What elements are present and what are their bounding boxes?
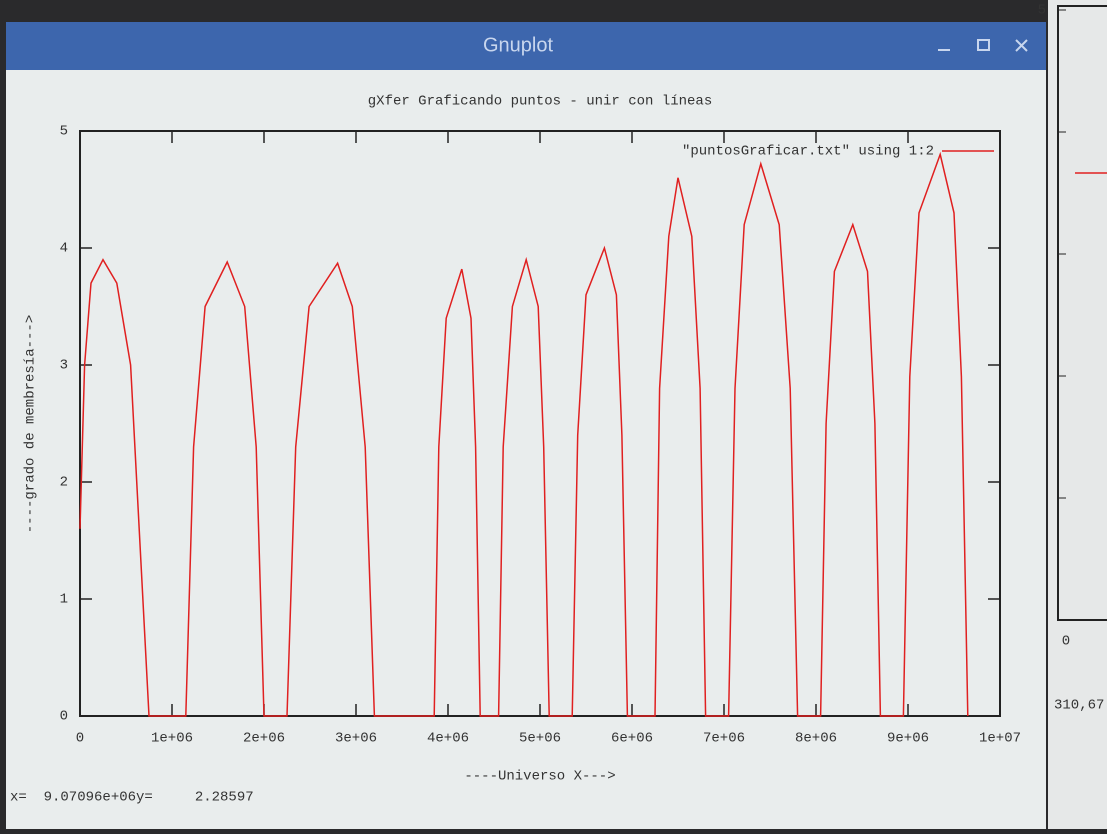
- x-tick-label: 8e+06: [795, 731, 837, 747]
- x-tick-label: 3e+06: [335, 731, 377, 747]
- data-line: [79, 151, 969, 717]
- x-tick-label: 5e+06: [519, 731, 561, 747]
- maximize-button[interactable]: [977, 39, 990, 51]
- status-bar: x= 9.07096e+06y= 2.28597: [10, 790, 254, 806]
- chart-title: gXfer Graficando puntos - unir con línea…: [368, 94, 712, 110]
- legend-label: "puntosGraficar.txt" using 1:2: [682, 144, 934, 160]
- close-button[interactable]: [1015, 39, 1028, 52]
- title-bar: [6, 22, 1046, 70]
- y-tick-label: 2: [60, 475, 68, 491]
- x-tick-label: 2e+06: [243, 731, 285, 747]
- x-tick-label: 4e+06: [427, 731, 469, 747]
- x-tick-label: 7e+06: [703, 731, 745, 747]
- x-tick-label: 1e+07: [979, 731, 1021, 747]
- side-plot-frame: [1057, 5, 1107, 621]
- y-tick-label: 4: [60, 241, 68, 257]
- y-tick-label: 1: [60, 592, 68, 608]
- y-tick-label: 3: [60, 358, 68, 374]
- side-y-label: 5: [1038, 3, 1046, 19]
- x-tick-label: 6e+06: [611, 731, 653, 747]
- x-tick-label: 9e+06: [887, 731, 929, 747]
- y-tick-label: 0: [60, 709, 68, 725]
- x-tick-label: 1e+06: [151, 731, 193, 747]
- side-value: 310,67: [1054, 698, 1104, 714]
- y-tick-label: 5: [60, 124, 68, 140]
- side-x-label: 0: [1062, 634, 1070, 650]
- y-axis-label: ----grado de membresía--->: [23, 315, 39, 533]
- window-title: Gnuplot: [483, 34, 553, 56]
- window: [6, 22, 1046, 829]
- x-tick-label: 0: [76, 731, 84, 747]
- x-axis-label: ----Universo X--->: [464, 769, 615, 785]
